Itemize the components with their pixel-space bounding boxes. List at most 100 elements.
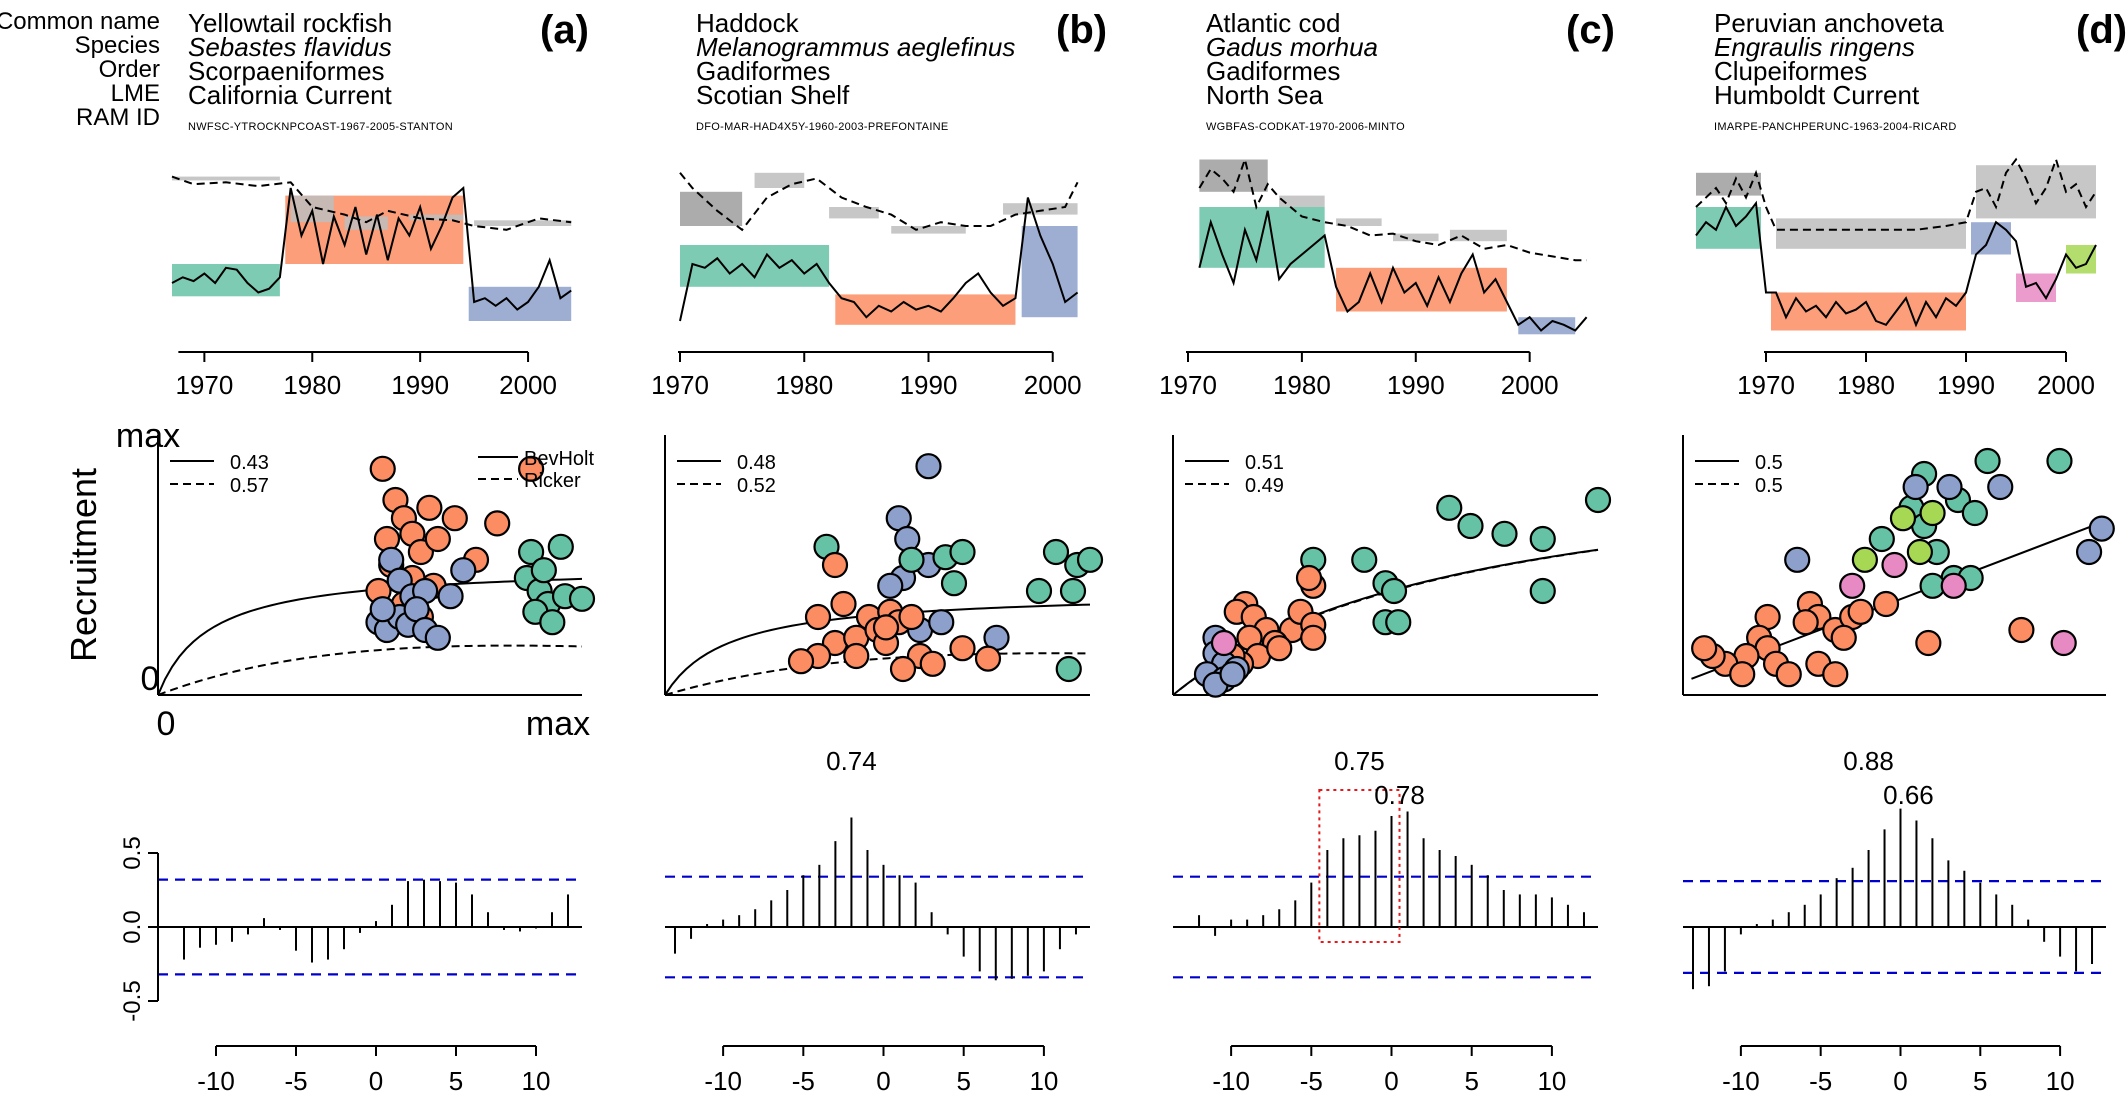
regime-band bbox=[1449, 229, 1507, 242]
data-point bbox=[949, 538, 976, 566]
x-tick-label: 10 bbox=[1029, 1066, 1058, 1096]
data-point bbox=[1266, 635, 1293, 662]
data-point bbox=[915, 453, 942, 480]
common-name: Atlantic cod bbox=[1206, 8, 1341, 38]
legend-value: 0.57 bbox=[230, 475, 269, 497]
spawner-series-line bbox=[1695, 156, 2097, 231]
data-point bbox=[530, 557, 557, 584]
x-tick-label: 10 bbox=[522, 1066, 551, 1096]
y-zero-label: 0 bbox=[141, 660, 160, 698]
regime-band bbox=[468, 286, 572, 321]
panel-letter: (a) bbox=[540, 8, 589, 52]
data-point bbox=[804, 603, 832, 631]
data-point bbox=[484, 510, 511, 537]
x-tick-label: 0 bbox=[1893, 1066, 1907, 1096]
row-label-order: Order bbox=[98, 56, 160, 83]
recruit-series-line bbox=[679, 197, 1079, 322]
data-point bbox=[1025, 577, 1053, 605]
x-tick-label: 1980 bbox=[283, 370, 341, 400]
x-tick-label: -10 bbox=[704, 1066, 742, 1096]
data-point bbox=[2046, 447, 2073, 475]
data-point bbox=[1822, 661, 1849, 688]
data-point bbox=[1055, 655, 1082, 683]
data-point bbox=[539, 609, 566, 636]
timeseries-plot: 1970 1980 1990 2000 bbox=[171, 175, 572, 400]
x-tick-label: 1970 bbox=[651, 370, 709, 400]
data-point bbox=[437, 583, 464, 610]
data-point bbox=[1906, 538, 1933, 566]
regime-band bbox=[835, 294, 1016, 325]
data-point bbox=[1351, 546, 1378, 573]
data-point bbox=[1830, 624, 1857, 651]
x-tick-label: 0 bbox=[876, 1066, 890, 1096]
x-tick-label: 2000 bbox=[1501, 370, 1559, 400]
data-point bbox=[928, 609, 955, 636]
stock-recruit-plot: 0.50.5 bbox=[1682, 435, 2115, 696]
data-point bbox=[1940, 572, 1967, 599]
regime-band bbox=[1393, 233, 1439, 242]
common-name: Yellowtail rockfish bbox=[188, 8, 393, 38]
acf-lag0-label: 0.78 bbox=[1374, 780, 1425, 810]
data-point bbox=[568, 585, 596, 612]
timeseries-plot: 1970 1980 1990 2000 bbox=[651, 172, 1082, 400]
legend-value: 0.43 bbox=[230, 452, 269, 474]
y-axis-label: Recruitment bbox=[63, 468, 104, 662]
model-legend-label: Ricker bbox=[524, 470, 581, 492]
panel-letter: (c) bbox=[1566, 8, 1615, 52]
data-point bbox=[1691, 635, 1718, 662]
data-point bbox=[1847, 598, 1874, 625]
ram-id: WGBFAS-CODKAT-1970-2006-MINTO bbox=[1206, 121, 1406, 133]
x-tick-label: 1970 bbox=[1159, 370, 1217, 400]
spawner-series-line bbox=[171, 175, 572, 231]
data-point bbox=[1889, 505, 1917, 532]
data-point bbox=[1219, 661, 1246, 688]
data-point bbox=[898, 546, 925, 573]
data-point bbox=[830, 590, 857, 618]
data-point bbox=[1385, 609, 1412, 636]
regime-band bbox=[1199, 159, 1268, 192]
timeseries-plot: 1970 1980 1990 2000 bbox=[1695, 156, 2097, 400]
regime-band bbox=[1771, 292, 1966, 331]
data-point bbox=[1491, 520, 1518, 547]
x-tick-label: -10 bbox=[1212, 1066, 1250, 1096]
row-label-species: Species bbox=[74, 32, 160, 59]
legend-value: 0.5 bbox=[1755, 475, 1783, 497]
data-point bbox=[547, 533, 574, 560]
acf-plot: 0.5 0.0 -0.5 -10 -5 0 5 10 bbox=[119, 836, 582, 1096]
data-point bbox=[1300, 624, 1327, 651]
acf-plot: 0.74 -10 -5 0 5 10 bbox=[665, 746, 1090, 1096]
timeseries-plot: 1970 1980 1990 2000 bbox=[1159, 155, 1588, 400]
species-name: Melanogrammus aeglefinus bbox=[696, 32, 1016, 62]
y-tick-label: -0.5 bbox=[119, 980, 146, 1021]
regime-band bbox=[1776, 218, 1966, 249]
legend-value: 0.52 bbox=[737, 475, 776, 497]
lme-name: North Sea bbox=[1206, 80, 1324, 110]
x-tick-label: 5 bbox=[449, 1066, 463, 1096]
data-point bbox=[898, 603, 925, 631]
data-point bbox=[919, 650, 946, 677]
data-point bbox=[1936, 473, 1963, 501]
regime-band bbox=[1971, 222, 2011, 255]
x-tick-label: 0 bbox=[1384, 1066, 1398, 1096]
x-max-label: max bbox=[526, 705, 590, 743]
data-point bbox=[949, 635, 976, 662]
data-point bbox=[1987, 473, 2014, 501]
regime-band bbox=[2016, 273, 2056, 302]
model-legend-label: BevHolt bbox=[524, 448, 594, 470]
data-point bbox=[1059, 577, 1087, 605]
regime-band bbox=[891, 226, 966, 234]
x-tick-label: 2000 bbox=[1024, 370, 1082, 400]
acf-plot: 0.88 0.66 -10 -5 0 5 10 bbox=[1683, 746, 2106, 1096]
x-tick-label: 5 bbox=[1464, 1066, 1478, 1096]
regime-band bbox=[1976, 165, 2096, 219]
lme-name: Humboldt Current bbox=[1714, 80, 1920, 110]
data-point bbox=[518, 455, 545, 482]
regime-band bbox=[1696, 172, 1761, 196]
x-tick-label: 2000 bbox=[499, 370, 557, 400]
ricker-curve bbox=[664, 652, 1091, 696]
x-tick-label: 2000 bbox=[2037, 370, 2095, 400]
data-point bbox=[2008, 616, 2035, 644]
data-point bbox=[2075, 538, 2103, 566]
